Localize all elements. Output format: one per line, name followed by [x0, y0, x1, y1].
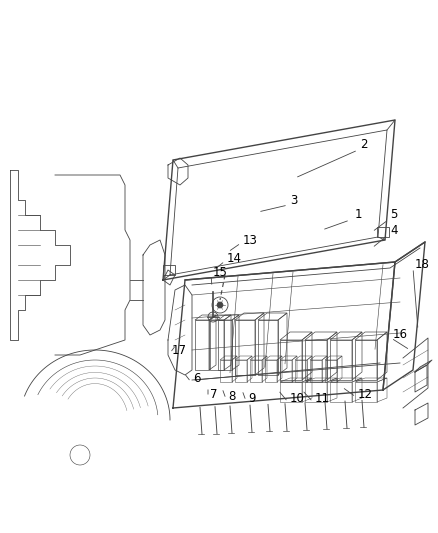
Text: 13: 13 [243, 233, 258, 246]
Text: 16: 16 [393, 328, 408, 342]
Text: 8: 8 [228, 391, 235, 403]
Text: 12: 12 [358, 387, 373, 400]
Text: 6: 6 [193, 372, 201, 384]
Text: 2: 2 [360, 139, 367, 151]
Text: 7: 7 [210, 389, 218, 401]
Text: 14: 14 [227, 252, 242, 264]
Text: 10: 10 [290, 392, 305, 406]
Text: 18: 18 [415, 259, 430, 271]
Text: 11: 11 [315, 392, 330, 406]
Text: 9: 9 [248, 392, 255, 405]
Text: 1: 1 [355, 208, 363, 222]
Circle shape [217, 302, 223, 308]
Text: 3: 3 [290, 193, 297, 206]
Bar [163, 265, 175, 275]
Text: 15: 15 [213, 265, 228, 279]
Text: 17: 17 [172, 343, 187, 357]
Bar [377, 227, 389, 237]
Text: 4: 4 [390, 223, 398, 237]
Text: 5: 5 [390, 208, 397, 222]
